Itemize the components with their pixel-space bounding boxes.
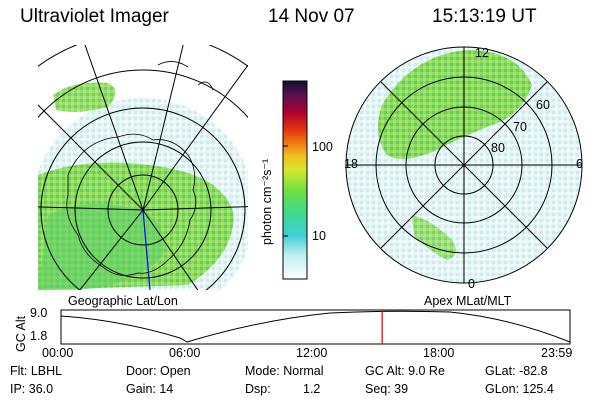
instrument-title: Ultraviolet Imager [20, 6, 169, 27]
seq-info: Seq: 39 [365, 382, 409, 396]
altitude-plot [60, 309, 571, 345]
emission-core [38, 203, 164, 290]
right-panel-caption: Apex MLat/MLT [424, 294, 512, 308]
altitude-axis-label: GC Alt [14, 315, 28, 352]
lat-grid [38, 45, 248, 290]
time-tick-2359: 23:59 [541, 346, 573, 360]
emission-patch-night [412, 215, 456, 260]
gc-alt-info: GC Alt: 9.0 Re [365, 364, 445, 378]
time-tick-0600: 06:00 [169, 346, 201, 360]
glon-info: GLon: 125.4 [485, 382, 554, 396]
time-tick-1800: 18:00 [423, 346, 455, 360]
continent-outline [66, 133, 197, 276]
altitude-tick-min: 1.8 [30, 329, 48, 343]
mode-info: Mode: Normal [245, 364, 324, 378]
altitude-tick-max: 9.0 [30, 306, 48, 320]
lon-grid [38, 45, 248, 290]
mlt-label-12: 12 [475, 46, 489, 60]
mlt-label-6: 6 [576, 157, 583, 171]
altitude-plot-frame [60, 309, 571, 345]
filter-info: Flt: LBHL [10, 364, 63, 378]
time-tick-1200: 12:00 [296, 346, 328, 360]
apex-image [345, 46, 583, 284]
glat-info: GLat: -82.8 [485, 364, 548, 378]
time-tick-0000: 00:00 [42, 346, 74, 360]
gain-info: Gain: 14 [126, 382, 174, 396]
colorbar-unit-label: photon cm⁻²s⁻¹ [260, 158, 274, 245]
subsolar-meridian [142, 209, 151, 290]
coast-fragments [157, 61, 214, 91]
mlat-label-80: 80 [491, 141, 505, 155]
altitude-curve [60, 310, 571, 343]
emission-patch-top [53, 82, 116, 112]
dsp-label: Dsp: [245, 382, 271, 396]
mlt-label-0: 0 [468, 277, 475, 291]
mlat-label-60: 60 [536, 98, 550, 112]
door-info: Door: Open [126, 364, 191, 378]
mlat-label-70: 70 [513, 120, 527, 134]
mlt-label-18: 18 [344, 157, 358, 171]
geographic-image [38, 45, 248, 290]
left-panel-caption: Geographic Lat/Lon [68, 294, 178, 308]
colorbar-tick-100: 100 [312, 140, 333, 154]
color-scale-bar [282, 80, 308, 280]
colorbar-tick-10: 10 [312, 229, 326, 243]
ip-info: IP: 36.0 [10, 382, 54, 396]
dsp-value: 1.2 [303, 382, 321, 396]
date-label: 14 Nov 07 [268, 6, 355, 27]
time-label: 15:13:19 UT [432, 6, 537, 27]
mlt-grid [346, 47, 582, 283]
